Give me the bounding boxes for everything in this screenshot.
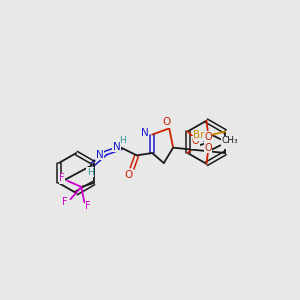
Text: O: O: [192, 136, 199, 146]
Text: H: H: [87, 168, 94, 177]
Text: N: N: [141, 128, 148, 138]
Text: O: O: [125, 170, 133, 180]
Text: N: N: [113, 142, 120, 152]
Text: H: H: [119, 136, 126, 145]
Text: CH₃: CH₃: [221, 139, 238, 148]
Text: CH₃: CH₃: [221, 136, 238, 145]
Text: N: N: [96, 150, 104, 160]
Text: F: F: [59, 173, 65, 184]
Text: Br: Br: [193, 130, 205, 140]
Text: O: O: [204, 143, 212, 153]
Text: O: O: [192, 139, 199, 149]
Text: O: O: [204, 132, 212, 142]
Text: F: F: [62, 197, 68, 207]
Text: O: O: [163, 117, 171, 127]
Text: F: F: [85, 201, 91, 211]
